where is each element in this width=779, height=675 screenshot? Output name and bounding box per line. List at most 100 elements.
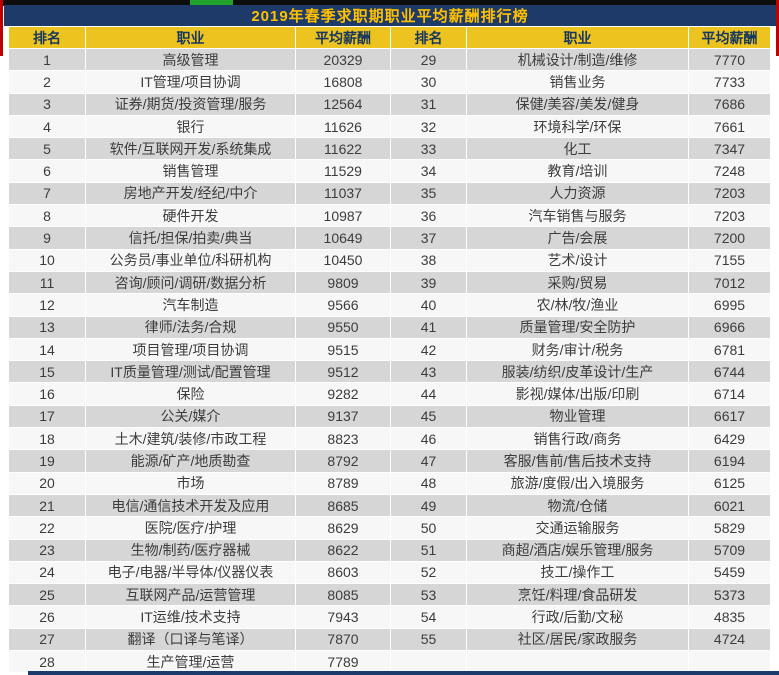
rank-cell: 13: [8, 315, 86, 339]
occupation-cell: 客服/售前/售后技术支持: [466, 449, 689, 473]
rank-cell: 8: [8, 204, 86, 228]
occupation-cell: 信托/担保/拍卖/典当: [85, 226, 296, 250]
rank-cell: 54: [390, 605, 467, 629]
salary-cell: 9515: [295, 337, 391, 362]
occupation-cell: 硬件开发: [85, 204, 296, 228]
rank-cell: 24: [8, 560, 86, 585]
salary-cell: 7347: [688, 137, 771, 161]
salary-cell: 6194: [688, 449, 771, 473]
salary-cell: 4724: [688, 627, 771, 652]
rank-cell: 22: [8, 516, 86, 540]
salary-cell: 8823: [295, 427, 391, 451]
table-row: 10 公务员/事业单位/科研机构 10450 38 艺术/设计 7155: [8, 248, 771, 272]
rank-cell: 43: [390, 360, 467, 384]
rank-cell: 12: [8, 293, 86, 317]
occupation-cell: 互联网产品/运营管理: [85, 583, 296, 607]
occupation-cell: 土木/建筑/装修/市政工程: [85, 427, 296, 451]
salary-cell: 6714: [688, 382, 771, 406]
occupation-cell: 销售管理: [85, 159, 296, 183]
rank-cell: 25: [8, 583, 86, 607]
occupation-cell: 医院/医疗/护理: [85, 516, 296, 540]
salary-cell: 6781: [688, 337, 771, 362]
table-row: 27 翻译（口译与笔译） 7870 55 社区/居民/家政服务 4724: [8, 627, 771, 652]
rank-cell: 27: [8, 627, 86, 652]
occupation-cell: 农/林/牧/渔业: [466, 293, 689, 317]
occupation-cell: 翻译（口译与笔译）: [85, 627, 296, 652]
occupation-cell: IT质量管理/测试/配置管理: [85, 360, 296, 384]
occupation-cell: 技工/操作工: [466, 560, 689, 585]
occupation-cell: 证券/期货/投资管理/服务: [85, 92, 296, 116]
occupation-cell: 销售业务: [466, 70, 689, 94]
table-row: 11 咨询/顾问/调研/数据分析 9809 39 采购/贸易 7012: [8, 270, 771, 295]
rank-cell: 28: [8, 650, 86, 674]
top-strip-decoration: [0, 0, 779, 6]
occupation-cell: [466, 650, 689, 674]
header-salary-left: 平均薪酬: [295, 26, 391, 49]
rank-cell: 50: [390, 516, 467, 540]
occupation-cell: 市场: [85, 471, 296, 495]
rank-cell: 2: [8, 70, 86, 94]
occupation-cell: IT运维/技术支持: [85, 605, 296, 629]
salary-cell: 9282: [295, 382, 391, 406]
salary-cell: 7248: [688, 159, 771, 183]
occupation-cell: 汽车销售与服务: [466, 204, 689, 228]
salary-cell: 7203: [688, 204, 771, 228]
salary-cell: 10987: [295, 204, 391, 228]
occupation-cell: 机械设计/制造/维修: [466, 47, 689, 72]
header-row: 排名 职业 平均薪酬 排名 职业 平均薪酬: [8, 26, 771, 49]
red-border-right: [776, 0, 779, 56]
salary-cell: 9512: [295, 360, 391, 384]
salary-cell: 6995: [688, 293, 771, 317]
salary-cell: 6744: [688, 360, 771, 384]
rank-cell: 14: [8, 337, 86, 362]
rank-cell: 34: [390, 159, 467, 183]
salary-cell: [688, 650, 771, 674]
salary-cell: 9550: [295, 315, 391, 339]
salary-cell: 8603: [295, 560, 391, 585]
occupation-cell: 公关/媒介: [85, 404, 296, 429]
rank-cell: 31: [390, 92, 467, 116]
table-row: 23 生物/制药/医疗器械 8622 51 商超/酒店/娱乐管理/服务 5709: [8, 538, 771, 562]
table-row: 2 IT管理/项目协调 16808 30 销售业务 7733: [8, 70, 771, 94]
table-row: 15 IT质量管理/测试/配置管理 9512 43 服装/纺织/皮革设计/生产 6744: [8, 360, 771, 384]
green-accent-bar: [190, 0, 233, 5]
rank-cell: 19: [8, 449, 86, 473]
salary-cell: 5459: [688, 560, 771, 585]
rank-cell: 15: [8, 360, 86, 384]
salary-cell: 6125: [688, 471, 771, 495]
table-header: 排名 职业 平均薪酬 排名 职业 平均薪酬: [8, 26, 771, 49]
occupation-cell: 保健/美容/美发/健身: [466, 92, 689, 116]
header-occupation-right: 职业: [466, 26, 689, 49]
occupation-cell: 服装/纺织/皮革设计/生产: [466, 360, 689, 384]
rank-cell: 11: [8, 270, 86, 295]
table-row: 7 房地产开发/经纪/中介 11037 35 人力资源 7203: [8, 181, 771, 206]
salary-cell: 16808: [295, 70, 391, 94]
salary-cell: 8629: [295, 516, 391, 540]
rank-cell: 39: [390, 270, 467, 295]
rank-cell: 37: [390, 226, 467, 250]
rank-cell: 7: [8, 181, 86, 206]
salary-table-body: 1 高级管理 20329 29 机械设计/制造/维修 7770 2 IT管理/项目协调 1680…: [8, 47, 771, 674]
rank-cell: 23: [8, 538, 86, 562]
occupation-cell: 质量管理/安全防护: [466, 315, 689, 339]
occupation-cell: 电信/通信技术开发及应用: [85, 493, 296, 518]
rank-cell: 53: [390, 583, 467, 607]
occupation-cell: 房地产开发/经纪/中介: [85, 181, 296, 206]
occupation-cell: 财务/审计/税务: [466, 337, 689, 362]
occupation-cell: 高级管理: [85, 47, 296, 72]
salary-cell: 7870: [295, 627, 391, 652]
rank-cell: 26: [8, 605, 86, 629]
salary-cell: 11037: [295, 181, 391, 206]
salary-cell: 6021: [688, 493, 771, 518]
occupation-cell: 银行: [85, 114, 296, 139]
salary-cell: 4835: [688, 605, 771, 629]
salary-cell: 5373: [688, 583, 771, 607]
table-row: 4 银行 11626 32 环境科学/环保 7661: [8, 114, 771, 139]
occupation-cell: 项目管理/项目协调: [85, 337, 296, 362]
rank-cell: 44: [390, 382, 467, 406]
occupation-cell: 人力资源: [466, 181, 689, 206]
salary-cell: 7770: [688, 47, 771, 72]
table-row: 14 项目管理/项目协调 9515 42 财务/审计/税务 6781: [8, 337, 771, 362]
salary-cell: 7200: [688, 226, 771, 250]
